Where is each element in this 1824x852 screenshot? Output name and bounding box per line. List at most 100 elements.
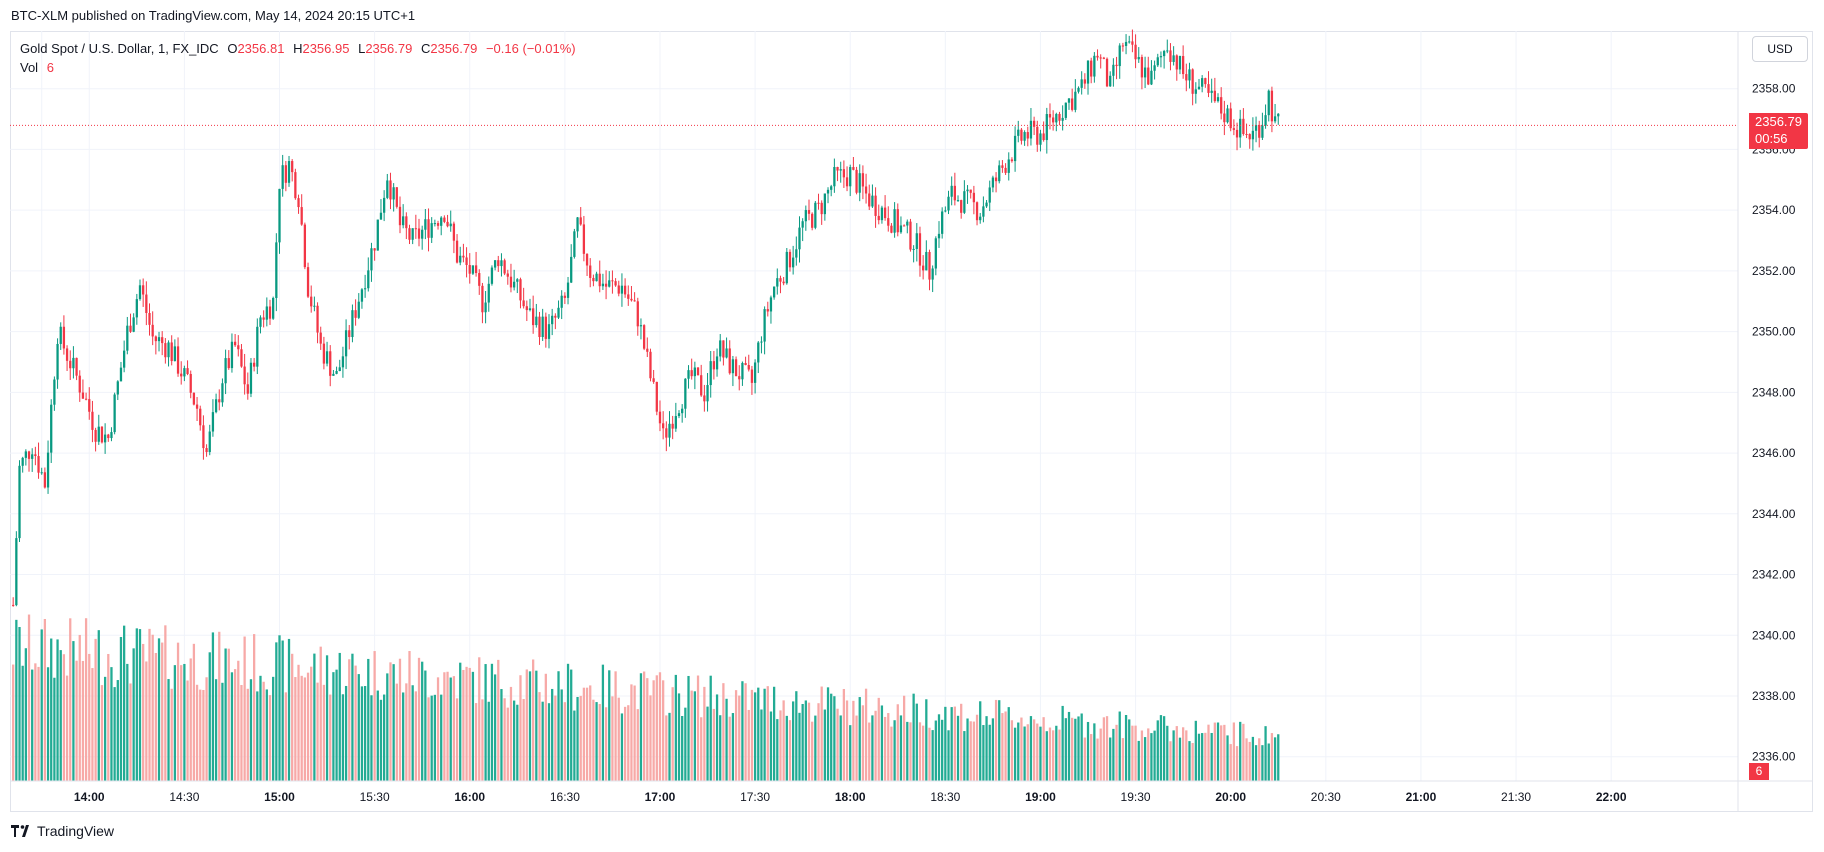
- candle-body: [560, 295, 563, 308]
- volume-bar: [1080, 713, 1083, 781]
- candle-body: [493, 260, 497, 268]
- legend-ohlc-row: Gold Spot / U.S. Dollar, 1, FX_IDC O2356…: [20, 39, 576, 58]
- candle-body: [1074, 91, 1077, 110]
- volume-bar: [1061, 705, 1064, 781]
- volume-bar: [776, 719, 779, 781]
- candle-body: [782, 281, 785, 284]
- volume-bar: [69, 618, 72, 781]
- candle-body: [772, 286, 776, 298]
- candle-body: [145, 294, 148, 314]
- candle-body: [633, 300, 636, 302]
- candles: [12, 29, 1280, 607]
- volume-bar: [1162, 716, 1166, 781]
- volume-bar: [59, 650, 62, 781]
- candle-body: [1077, 87, 1080, 92]
- volume-bar: [1239, 721, 1242, 781]
- volume-bar: [500, 689, 503, 781]
- volume-bar: [240, 685, 243, 781]
- candle-body: [849, 167, 852, 187]
- candle-body: [465, 257, 468, 266]
- candle-body: [646, 348, 649, 352]
- candle-body: [1121, 45, 1125, 47]
- candle-body: [1004, 167, 1007, 173]
- candle-body: [623, 285, 627, 295]
- candle-body: [595, 273, 598, 282]
- volume-bar: [627, 705, 630, 781]
- volume-bar: [53, 677, 56, 781]
- candle-body: [1226, 108, 1229, 123]
- candle-body: [982, 206, 985, 217]
- volume-bar: [877, 697, 880, 781]
- candle-body: [205, 448, 208, 453]
- candle-body: [753, 362, 757, 383]
- candle-body: [1083, 79, 1086, 84]
- candle-body: [877, 215, 880, 221]
- candle-body: [1159, 56, 1163, 58]
- volume-bar: [1118, 711, 1121, 781]
- candle-body: [858, 173, 861, 193]
- volume-bar: [1156, 720, 1159, 781]
- currency-button[interactable]: USD: [1752, 36, 1808, 62]
- candle-body: [367, 270, 370, 289]
- volume-bar: [604, 707, 608, 781]
- candle-body: [582, 224, 586, 254]
- volume-bar: [563, 702, 567, 781]
- candle-body: [960, 200, 963, 213]
- volume-bar: [360, 686, 364, 781]
- candle-body: [129, 325, 132, 332]
- candle-body: [183, 368, 186, 377]
- tradingview-logo[interactable]: TradingView: [11, 823, 114, 839]
- candle-body: [1210, 90, 1213, 93]
- candle-body: [449, 223, 452, 227]
- candle-body: [180, 373, 183, 377]
- legend-low-label: L: [358, 41, 366, 56]
- last-price-value: 2356.79: [1755, 114, 1802, 129]
- volume-bar: [826, 687, 830, 781]
- candle-body: [1150, 70, 1153, 85]
- candle-body: [1245, 134, 1248, 136]
- volume-bar: [820, 686, 823, 781]
- legend-close-label: C: [420, 41, 431, 56]
- candle-body: [1042, 133, 1045, 141]
- candle-body: [975, 202, 979, 221]
- candle-body: [712, 361, 716, 370]
- candle-body: [731, 359, 735, 374]
- candle-body: [874, 195, 877, 216]
- candle-body: [642, 325, 646, 349]
- candle-body: [1232, 128, 1236, 130]
- candle-body: [861, 173, 865, 187]
- volume-bar: [842, 688, 846, 781]
- candle-body: [690, 370, 693, 377]
- legend-open-value: 2356.81: [237, 41, 285, 56]
- volume-bar: [1147, 728, 1150, 781]
- volume-bar: [696, 675, 700, 781]
- candle-body: [265, 306, 268, 320]
- volume-bar: [452, 676, 456, 781]
- volume-bar: [931, 730, 934, 781]
- candle-body: [1017, 129, 1020, 136]
- candle-body: [687, 370, 690, 379]
- candle-body: [40, 472, 43, 474]
- volume-bar: [925, 699, 928, 781]
- candle-body: [1270, 90, 1274, 122]
- volume-bar: [129, 683, 132, 781]
- volume-bar: [173, 665, 177, 781]
- candle-body: [944, 210, 947, 212]
- volume-bar: [37, 666, 40, 781]
- candle-body: [430, 223, 433, 238]
- candle-body: [202, 425, 205, 449]
- candle-body: [576, 217, 579, 232]
- candle-body: [662, 423, 665, 429]
- candle-body: [332, 373, 335, 376]
- volume-bar: [807, 702, 811, 781]
- volume-bar: [332, 672, 335, 781]
- candle-body: [1204, 78, 1207, 85]
- volume-bar: [24, 648, 27, 781]
- candle-body: [893, 209, 896, 233]
- candle-body: [1045, 114, 1048, 141]
- candle-body: [354, 310, 357, 318]
- volume-bar: [512, 700, 516, 781]
- candle-body: [941, 211, 944, 234]
- candle-body: [833, 166, 836, 187]
